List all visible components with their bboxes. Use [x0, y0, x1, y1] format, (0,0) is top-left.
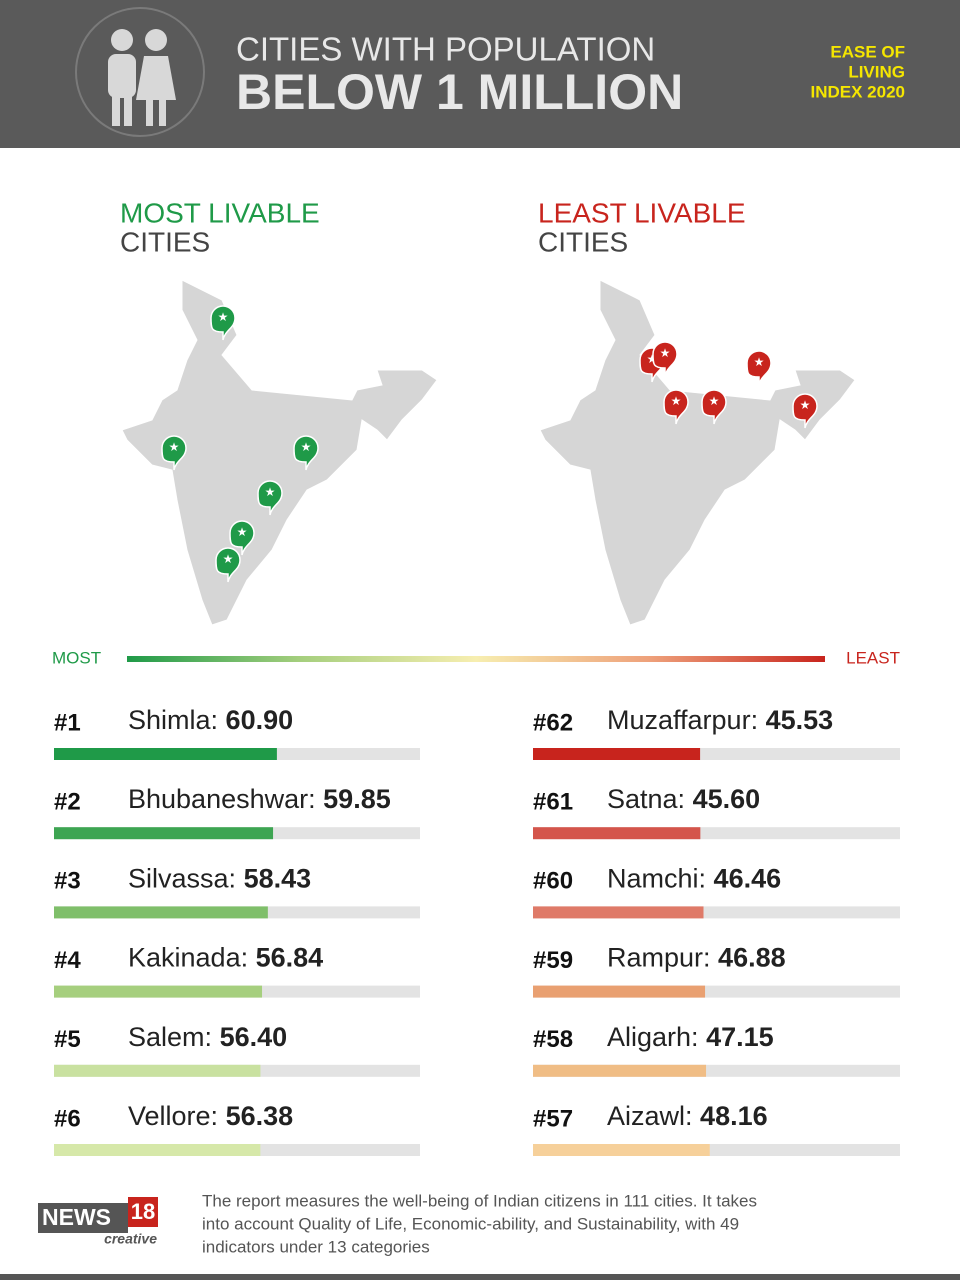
city-name: Vellore:: [128, 1101, 218, 1131]
logo-word: NEWS: [42, 1204, 111, 1230]
rank: #2: [54, 789, 81, 816]
bar: [533, 1064, 707, 1077]
rank: #60: [533, 868, 573, 895]
city-name: Rampur:: [607, 943, 711, 973]
city-label: Muzaffarpur: 45.53: [607, 705, 833, 735]
most-subheading: CITIES: [120, 226, 210, 257]
city-score: 56.38: [226, 1101, 294, 1131]
rank: #57: [533, 1105, 573, 1132]
rank: #58: [533, 1026, 573, 1053]
city-score: 47.15: [706, 1022, 774, 1052]
bar: [54, 827, 274, 840]
city-label: Bhubaneshwar: 59.85: [128, 784, 391, 814]
city-name: Kakinada:: [128, 943, 248, 973]
header-icon-ring: [75, 7, 205, 137]
city-label: Rampur: 46.88: [607, 943, 786, 973]
rank: #61: [533, 789, 573, 816]
city-name: Aizawl:: [607, 1101, 693, 1131]
city-name: Namchi:: [607, 864, 706, 894]
footer-note: The report measures the well-being of In…: [202, 1191, 757, 1210]
city-label: Aligarh: 47.15: [607, 1022, 774, 1052]
city-score: 46.88: [718, 943, 786, 973]
city-label: Shimla: 60.90: [128, 705, 293, 735]
india-map: [539, 279, 856, 626]
city-label: Vellore: 56.38: [128, 1101, 293, 1131]
city-name: Silvassa:: [128, 864, 236, 894]
logo-number: 18: [131, 1199, 155, 1224]
logo-number-box: [128, 1197, 158, 1227]
people-icon: [108, 29, 176, 126]
city-label: Satna: 45.60: [607, 784, 760, 814]
bar: [54, 1064, 261, 1077]
badge-line: LIVING: [848, 62, 905, 81]
rank: #5: [54, 1026, 81, 1053]
city-score: 48.16: [700, 1101, 768, 1131]
least-subheading: CITIES: [538, 226, 628, 257]
bar: [533, 748, 701, 760]
city-name: Shimla:: [128, 705, 218, 735]
city-score: 59.85: [323, 784, 391, 814]
city-score: 46.46: [714, 864, 782, 894]
city-label: Kakinada: 56.84: [128, 943, 323, 973]
bar: [533, 906, 704, 919]
bar: [533, 1144, 710, 1156]
bar: [54, 1144, 261, 1156]
footer-note: indicators under 13 categories: [202, 1237, 430, 1256]
city-name: Salem:: [128, 1022, 212, 1052]
logo-box: [38, 1203, 128, 1233]
city-score: 60.90: [226, 705, 294, 735]
city-score: 56.40: [220, 1022, 288, 1052]
city-label: Aizawl: 48.16: [607, 1101, 768, 1131]
badge-line: INDEX 2020: [811, 82, 906, 101]
bar: [533, 827, 701, 840]
badge-line: EASE OF: [830, 42, 905, 61]
city-score: 58.43: [244, 864, 312, 894]
city-label: Salem: 56.40: [128, 1022, 287, 1052]
rank: #59: [533, 947, 573, 974]
rank: #6: [54, 1105, 81, 1132]
city-score: 45.60: [693, 784, 761, 814]
header-title-line2: BELOW 1 MILLION: [236, 64, 683, 120]
bar: [54, 906, 268, 919]
footer-note: into account Quality of Life, Economic-a…: [202, 1214, 739, 1233]
scale-label-least: LEAST: [846, 648, 900, 667]
city-name: Aligarh:: [607, 1022, 699, 1052]
city-name: Bhubaneshwar:: [128, 784, 316, 814]
rankings: #1 Shimla: 60.90 #2 Bhubaneshwar: 59.85 #3 Si…: [54, 705, 900, 1156]
city-score: 56.84: [256, 943, 324, 973]
bar: [54, 748, 277, 760]
scale-label-most: MOST: [52, 648, 101, 667]
city-name: Satna:: [607, 784, 685, 814]
scale-gradient: [127, 656, 825, 662]
city-label: Silvassa: 58.43: [128, 864, 311, 894]
bar: [54, 985, 263, 998]
rank: #4: [54, 947, 81, 974]
city-label: Namchi: 46.46: [607, 864, 781, 894]
city-score: 45.53: [766, 705, 834, 735]
most-heading: MOST LIVABLE: [120, 197, 320, 228]
rank: #1: [54, 709, 81, 736]
header-title-line1: CITIES WITH POPULATION: [236, 31, 655, 68]
city-name: Muzaffarpur:: [607, 705, 758, 735]
least-heading: LEAST LIVABLE: [538, 197, 746, 228]
bar: [533, 985, 706, 998]
rank: #62: [533, 709, 573, 736]
logo-sub: creative: [104, 1231, 157, 1247]
footer-rule: [0, 1274, 960, 1280]
rank: #3: [54, 868, 81, 895]
